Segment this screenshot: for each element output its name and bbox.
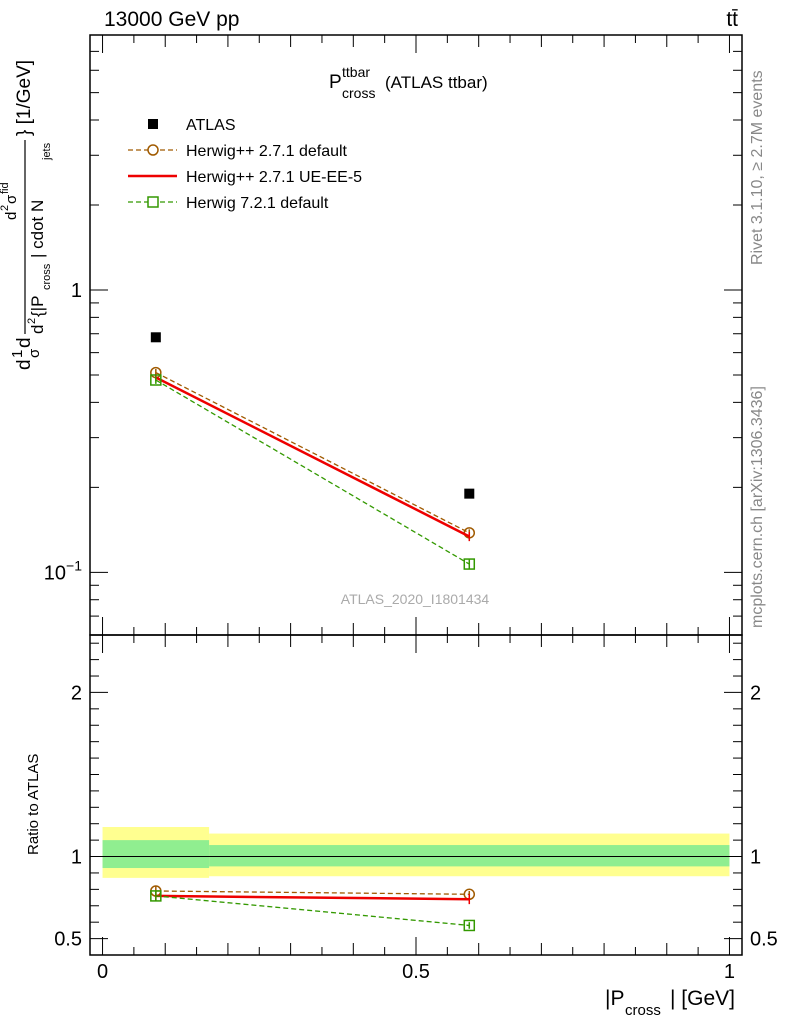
main-marker-square: [463, 558, 476, 570]
main-ytick-label-1: 10−1: [44, 557, 82, 584]
ylabel-one: 1: [9, 350, 26, 358]
ratio-ytick-label-right-0: 0.5: [750, 929, 778, 951]
rivet-label: Rivet 3.1.10, ≥ 2.7M events: [749, 70, 766, 265]
ylabel-sigma: σ: [26, 348, 43, 358]
main-data-point: [150, 332, 161, 343]
title-sub: cross: [342, 85, 375, 101]
ylabel-den-open: {|P: [28, 296, 47, 317]
main-series-line: [155, 376, 470, 538]
ylabel-den-sub: cross: [41, 263, 53, 290]
main-ylabel: d 1 σ d d 2 σ fid d 2 {|P cross | cdot N…: [0, 60, 55, 370]
ylabel-num-sup: 2: [0, 205, 11, 211]
ratio-ytick-label-1: 1: [71, 847, 82, 869]
ylabel-close: } [1/GeV]: [14, 60, 35, 136]
xtick-label-0: 0: [97, 961, 108, 983]
ylabel-d2: d: [14, 337, 35, 348]
ylabel-num-d: d: [3, 212, 20, 220]
legend-entry-0: ATLAS: [148, 117, 236, 134]
legend-label: ATLAS: [186, 117, 236, 134]
legend-entry-2: Herwig++ 2.7.1 UE-EE-5: [128, 169, 362, 186]
xlabel-rest: | [GeV]: [670, 987, 735, 1010]
mcplots-label: mcplots.cern.ch [arXiv:1306.3436]: [749, 386, 766, 628]
ratio-ticks: 0.5 0.5 1 1 2 2 0 0.5 1: [54, 635, 778, 983]
ylabel-den-d: d: [28, 325, 47, 334]
main-series: [150, 332, 476, 570]
energy-label: 13000 GeV pp: [104, 8, 239, 31]
main-series-line: [155, 371, 470, 534]
main-series-0: [150, 332, 475, 499]
ratio-bands: [102, 827, 730, 878]
title-sup: ttbar: [342, 64, 370, 80]
main-series-line: [155, 379, 470, 565]
main-ticks: 1 10−1: [44, 34, 742, 636]
ratio-ytick-label-right-1: 1: [750, 847, 761, 869]
ratio-series-2: [150, 890, 476, 932]
legend-marker: [148, 119, 158, 129]
ratio-series-line: [155, 890, 470, 895]
xlabel-main: |P: [605, 987, 624, 1010]
plot-title: P ttbar cross (ATLAS ttbar): [329, 61, 488, 103]
ylabel-d1: d: [14, 359, 35, 370]
svg-text:d 1 σ d: d 1 σ d d 2 σ fid d 2 {|P cross | cdot N…: [0, 60, 55, 370]
xlabel-sub: cross: [625, 1002, 661, 1019]
ylabel-num-sup2: fid: [0, 182, 11, 194]
xlabel: |P cross | [GeV]: [605, 987, 735, 1020]
legend-label: Herwig++ 2.7.1 UE-EE-5: [186, 169, 362, 186]
xtick-label-2: 1: [724, 961, 735, 983]
ratio-ytick-label-0: 0.5: [54, 929, 82, 951]
legend-entry-1: Herwig++ 2.7.1 default: [128, 143, 348, 160]
legend-label: Herwig++ 2.7.1 default: [186, 143, 348, 160]
title-suffix: (ATLAS ttbar): [385, 73, 488, 92]
title-main: P: [329, 72, 341, 93]
legend-marker: [147, 196, 159, 208]
ratio-frame: [89, 634, 743, 956]
ratio-marker-square: [463, 919, 476, 932]
legend-label: Herwig 7.2.1 default: [186, 195, 329, 212]
main-series-2: [155, 373, 471, 542]
ylabel-den-rest: | cdot N: [28, 200, 47, 258]
ratio-series: [150, 885, 476, 932]
ylabel-den-sup: 2: [26, 318, 38, 324]
legend-marker: [147, 144, 159, 156]
ylabel-den-sub2: jets: [41, 142, 53, 161]
main-series-1: [150, 366, 476, 539]
ylabel-num-sigma: σ: [3, 194, 20, 204]
ratio-series-line: [155, 894, 470, 901]
xtick-label-1: 0.5: [402, 961, 430, 983]
process-label: tt̄: [726, 8, 738, 31]
main-ytick-label-0: 1: [71, 280, 82, 302]
legend-entry-3: Herwig 7.2.1 default: [128, 195, 329, 212]
ratio-ytick-label-right-2: 2: [750, 682, 761, 704]
ratio-band-inner-0: [102, 840, 210, 869]
analysis-watermark: ATLAS_2020_I1801434: [341, 591, 490, 607]
ratio-band-inner-1: [209, 845, 730, 867]
main-data-point: [464, 488, 475, 499]
ratio-series-line: [155, 895, 470, 927]
main-series-3: [150, 374, 476, 570]
main-marker-square: [150, 374, 162, 386]
ratio-ytick-label-2: 2: [71, 682, 82, 704]
ratio-ylabel: Ratio to ATLAS: [25, 754, 42, 855]
ratio-marker-square: [150, 890, 162, 902]
legend: ATLAS Herwig++ 2.7.1 default Herwig++ 2.7.…: [128, 117, 362, 212]
